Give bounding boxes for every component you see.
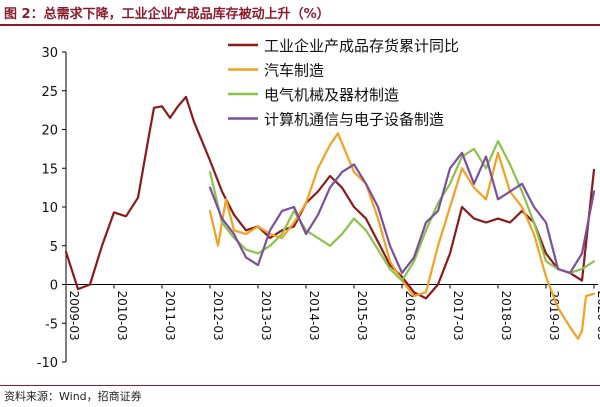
y-tick-label: 20 xyxy=(41,124,58,139)
x-tick-label: 2013-03 xyxy=(259,291,273,341)
y-tick-label: 25 xyxy=(41,85,58,100)
x-tick-label: 2020-03 xyxy=(595,291,600,341)
series-line-3 xyxy=(208,139,596,282)
x-tick-label: 2016-03 xyxy=(403,291,417,341)
x-tick-label: 2009-03 xyxy=(67,291,81,341)
bottom-rule xyxy=(0,385,600,386)
legend-label-2: 汽车制造 xyxy=(264,62,324,80)
y-tick-label: 0 xyxy=(50,279,58,294)
y-tick-label: 15 xyxy=(41,162,58,177)
figure-title: 图 2：总需求下降，工业企业产成品库存被动上升（%） xyxy=(4,7,330,22)
series-layer xyxy=(64,95,596,340)
legend-label-4: 计算机通信与电子设备制造 xyxy=(264,111,444,129)
series-line-1 xyxy=(64,95,596,300)
axes-layer: -10 -5 0 5 10 15 20 25 30 2009-03 2010-03 2011-03 20… xyxy=(37,46,600,371)
x-tick-label: 2014-03 xyxy=(307,291,321,341)
y-tick-label: 30 xyxy=(41,46,58,61)
legend-label-1: 工业企业产成品存货累计同比 xyxy=(264,37,459,55)
line-chart: -10 -5 0 5 10 15 20 25 30 2009-03 2010-03 2011-03 20… xyxy=(37,37,600,371)
legend-label-3: 电气机械及器材制造 xyxy=(264,86,399,104)
title-rule xyxy=(0,24,600,26)
y-tick-label: 5 xyxy=(50,240,58,255)
x-tick-label: 2010-03 xyxy=(115,291,129,341)
y-tick-label: 10 xyxy=(41,201,58,216)
x-tick-label: 2018-03 xyxy=(499,291,513,341)
x-tick-label: 2015-03 xyxy=(355,291,369,341)
series-line-4 xyxy=(208,151,596,274)
y-tick-label: -10 xyxy=(37,356,58,371)
source-note: 资料来源：Wind，招商证券 xyxy=(4,390,142,403)
x-tick-label: 2019-03 xyxy=(547,291,561,341)
x-tick-label: 2011-03 xyxy=(163,291,177,341)
x-tick-label: 2017-03 xyxy=(451,291,465,341)
x-tick-label: 2012-03 xyxy=(211,291,225,341)
y-tick-label: -5 xyxy=(45,317,58,332)
